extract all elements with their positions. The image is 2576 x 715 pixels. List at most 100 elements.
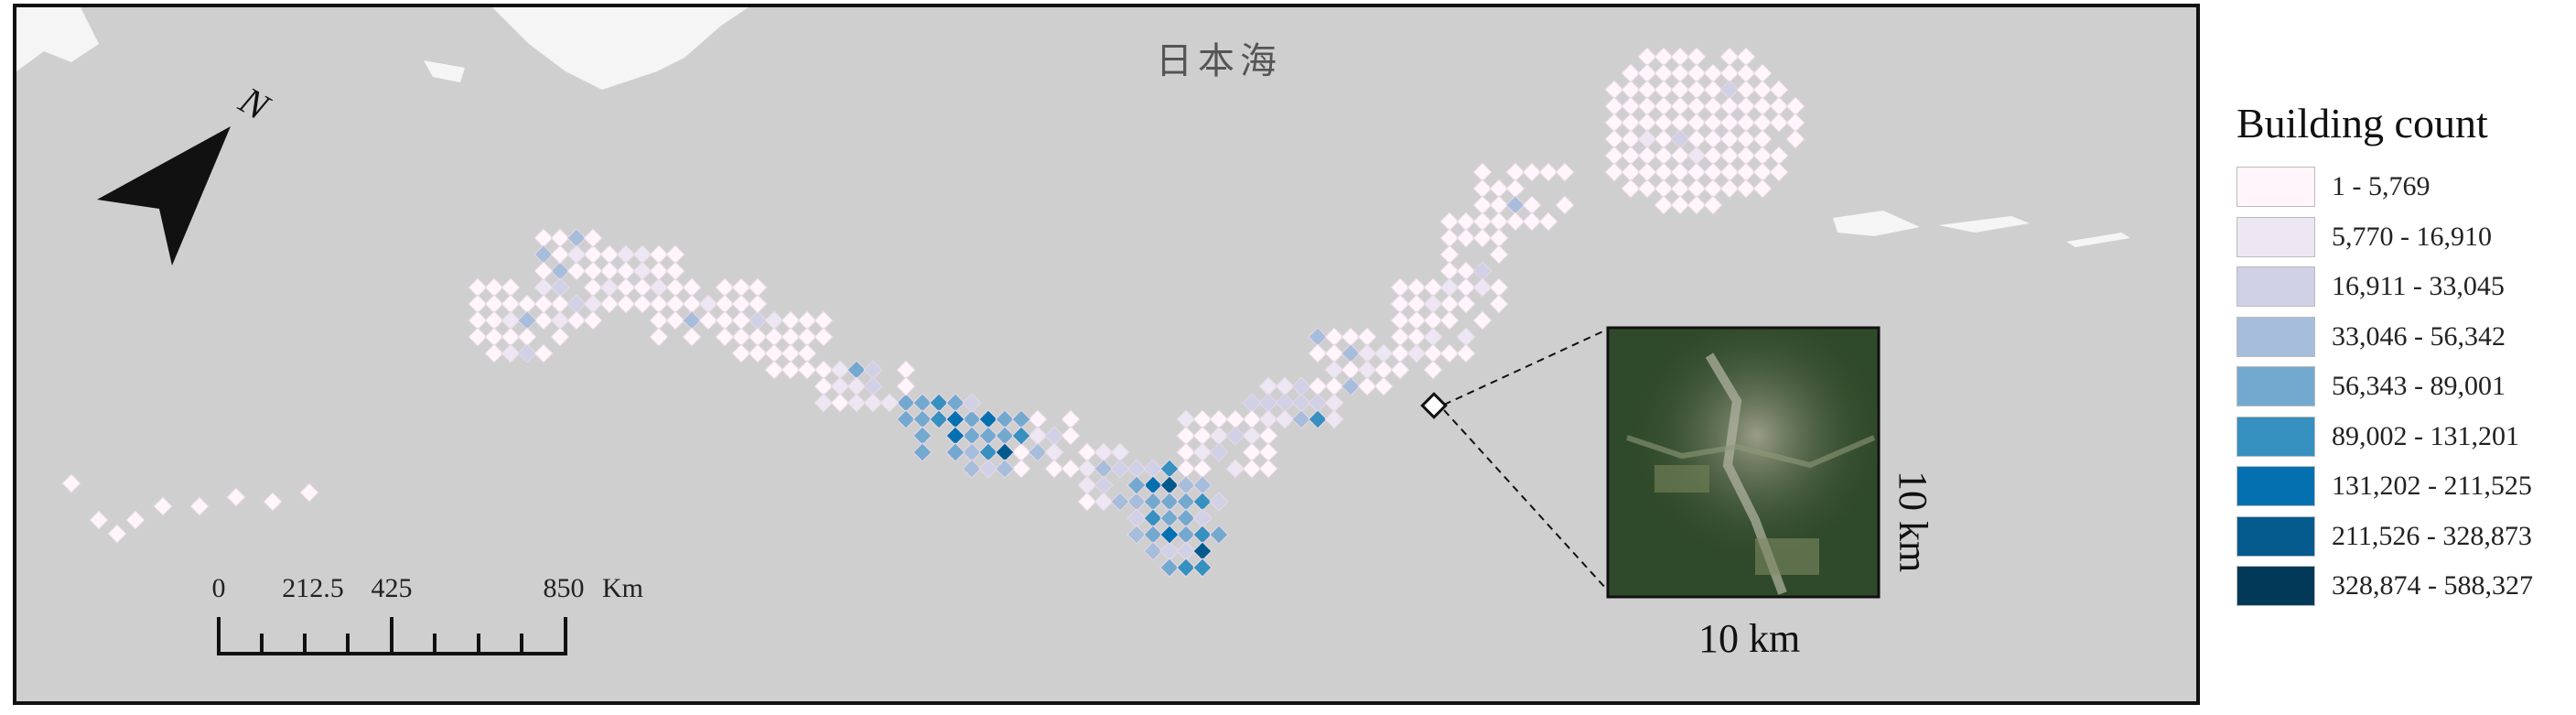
grid-cell xyxy=(1687,113,1707,133)
grid-cell xyxy=(1604,162,1624,182)
grid-cell xyxy=(1637,63,1657,83)
grid-cell xyxy=(1505,195,1525,215)
grid-cell xyxy=(978,442,998,462)
land-island-sliver xyxy=(424,60,465,82)
grid-cell xyxy=(534,343,554,363)
grid-cell xyxy=(715,277,735,298)
grid-cell xyxy=(1604,146,1624,166)
grid-cell xyxy=(1670,179,1690,199)
grid-cell xyxy=(962,393,982,413)
grid-cell xyxy=(1719,63,1740,83)
grid-cell xyxy=(1126,525,1147,545)
grid-cell xyxy=(830,376,850,396)
grid-cell xyxy=(1143,541,1163,561)
grid-cell xyxy=(748,294,768,314)
grid-cell xyxy=(1472,228,1493,248)
grid-cell xyxy=(995,409,1015,429)
grid-cell xyxy=(912,442,932,462)
legend-swatch xyxy=(2236,515,2315,557)
grid-cell xyxy=(1423,310,1443,330)
grid-cell xyxy=(1703,113,1723,133)
grid-cell xyxy=(1308,327,1328,347)
grid-cell xyxy=(1176,525,1196,545)
grid-cell xyxy=(649,261,669,281)
grid-cell xyxy=(1604,80,1624,100)
grid-cell xyxy=(995,426,1015,446)
grid-cell xyxy=(1736,96,1756,116)
scale-tick-850: 850 xyxy=(543,573,585,603)
scale-tick-0: 0 xyxy=(211,573,226,603)
grid-cell xyxy=(1736,63,1756,83)
grid-cell xyxy=(1159,492,1180,512)
legend-label: 56,343 - 89,001 xyxy=(2332,371,2506,402)
inset-width-label: 10 km xyxy=(1698,616,1801,661)
grid-cell xyxy=(1703,129,1723,149)
grid-cell xyxy=(1291,393,1311,413)
grid-cell xyxy=(1159,525,1180,545)
grid-cell xyxy=(797,310,817,330)
grid-cell xyxy=(1654,113,1674,133)
grid-cell xyxy=(649,310,669,330)
grid-cell xyxy=(1011,426,1031,446)
grid-cell xyxy=(632,261,652,281)
grid-cell xyxy=(1407,327,1427,347)
grid-cell xyxy=(550,244,570,265)
grid-cell xyxy=(189,496,210,516)
land-top-center xyxy=(492,7,749,90)
grid-cell xyxy=(1736,162,1756,182)
grid-cell xyxy=(962,459,982,479)
grid-cell xyxy=(715,310,735,330)
grid-cell xyxy=(1209,525,1229,545)
grid-cell xyxy=(1621,146,1641,166)
grid-cell xyxy=(1703,63,1723,83)
grid-cell xyxy=(1324,343,1344,363)
grid-cell xyxy=(1621,179,1641,199)
grid-cell xyxy=(468,277,488,298)
grid-cell xyxy=(1456,261,1476,281)
grid-cell xyxy=(764,343,784,363)
grid-cell xyxy=(1687,80,1707,100)
grid-cell xyxy=(797,343,817,363)
grid-cell xyxy=(1456,343,1476,363)
grid-cell xyxy=(583,261,603,281)
scale-tick-425: 425 xyxy=(371,573,413,603)
grid-cell xyxy=(1028,442,1048,462)
grid-cell xyxy=(1291,376,1311,396)
grid-cell xyxy=(1077,442,1097,462)
grid-cell xyxy=(764,360,784,380)
grid-cell xyxy=(534,228,554,248)
grid-cell xyxy=(698,294,718,314)
grid-cell xyxy=(995,442,1015,462)
grid-cell xyxy=(1769,96,1789,116)
grid-cell xyxy=(830,360,850,380)
grid-cell xyxy=(1242,442,1262,462)
grid-cell xyxy=(517,294,537,314)
grid-cell xyxy=(1176,426,1196,446)
grid-cell xyxy=(1670,195,1690,215)
grid-cell xyxy=(599,277,620,298)
grid-cell xyxy=(1011,409,1031,429)
grid-cell xyxy=(1143,492,1163,512)
grid-cell xyxy=(1637,129,1657,149)
north-arrow: N xyxy=(97,79,277,265)
grid-cell xyxy=(682,294,702,314)
scale-unit: Km xyxy=(602,573,643,603)
grid-cell xyxy=(1258,459,1278,479)
grid-cell xyxy=(731,310,751,330)
grid-cell xyxy=(1110,442,1130,462)
grid-cell xyxy=(1752,162,1773,182)
grid-cell xyxy=(698,310,718,330)
grid-cell xyxy=(1390,277,1410,298)
grid-cell xyxy=(665,261,685,281)
grid-cell xyxy=(1176,558,1196,578)
grid-cell xyxy=(1472,211,1493,232)
grid-cell xyxy=(1308,409,1328,429)
grid-cell xyxy=(1439,310,1460,330)
grid-cell xyxy=(945,426,965,446)
grid-cell xyxy=(1242,459,1262,479)
grid-cell xyxy=(1719,96,1740,116)
grid-cell xyxy=(731,277,751,298)
grid-cell xyxy=(879,393,900,413)
grid-cell xyxy=(945,442,965,462)
grid-cell xyxy=(962,442,982,462)
